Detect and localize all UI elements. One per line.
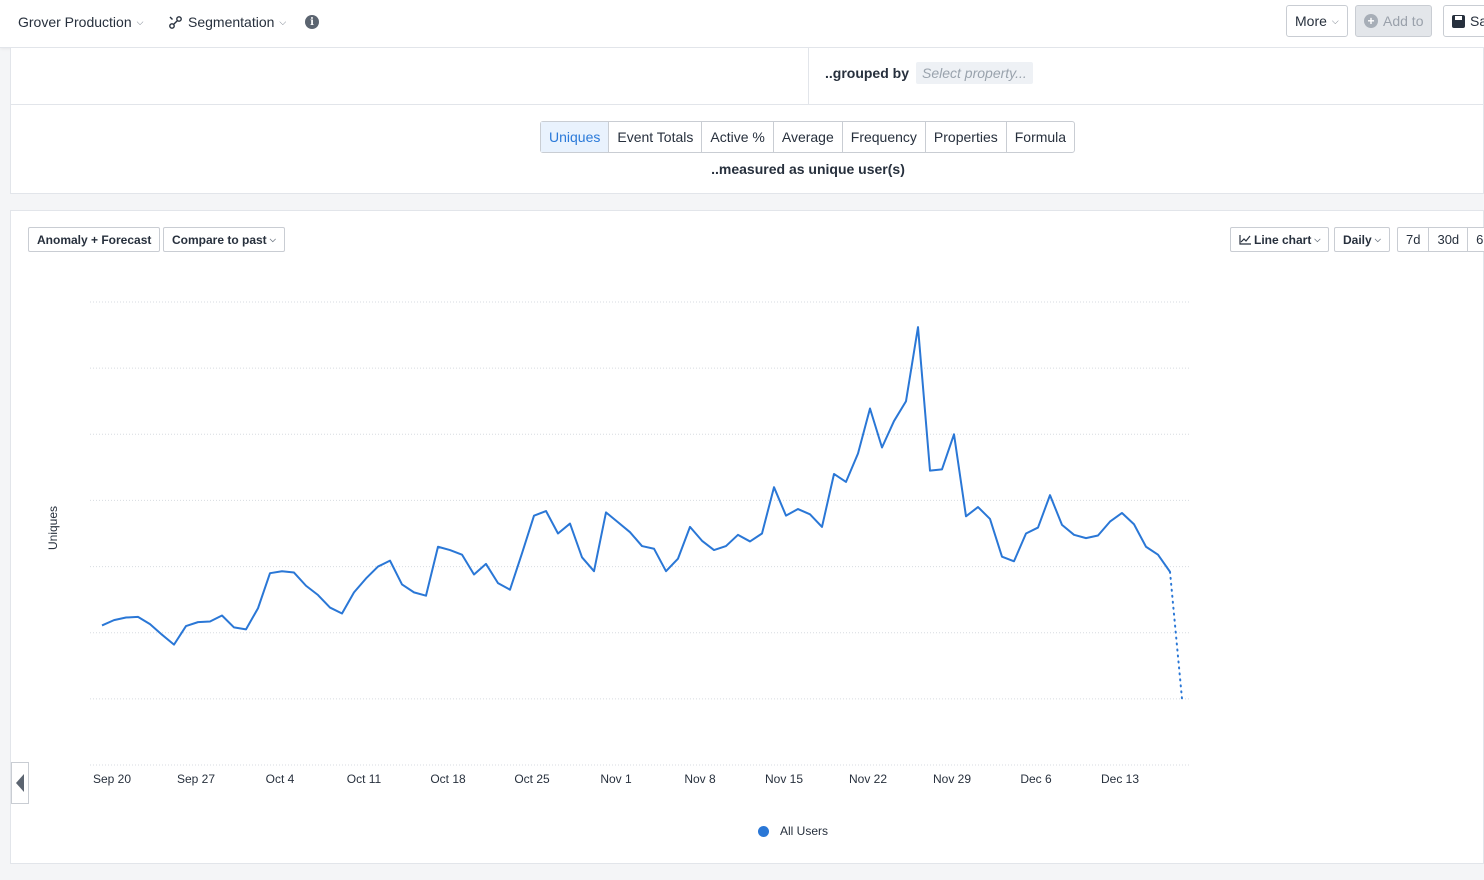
add-to-label: Add to <box>1383 13 1424 29</box>
x-tick-label: Dec 6 <box>1020 772 1052 786</box>
range-6[interactable]: 6 <box>1476 232 1484 247</box>
chart-type-label: Line chart <box>1254 232 1312 247</box>
x-tick-label: Nov 1 <box>600 772 632 786</box>
legend-series-dot <box>758 825 769 837</box>
compare-to-past-button[interactable]: Compare to past ⌵ <box>163 227 285 252</box>
save-label: Sa <box>1470 13 1484 29</box>
grouped-by-row: ..grouped by Select property... <box>825 62 1033 84</box>
measured-as-label: ..measured as unique user(s) <box>711 161 905 177</box>
more-button[interactable]: More ⌵ <box>1286 5 1348 37</box>
compare-label: Compare to past <box>172 232 267 247</box>
chart-type-dropdown[interactable]: Line chart ⌵ <box>1230 227 1330 252</box>
chart-legend[interactable]: All Users <box>758 824 828 838</box>
top-toolbar: Grover Production ⌵ Segmentation ⌵ i Mor… <box>0 0 1484 48</box>
chevron-down-icon: ⌵ <box>1331 15 1339 26</box>
anomaly-forecast-button[interactable]: Anomaly + Forecast <box>28 227 161 252</box>
range-selector: 7d 30d 6 <box>1397 227 1484 252</box>
query-panel: ..grouped by Select property... Uniques … <box>10 48 1484 194</box>
chevron-down-icon: ⌵ <box>1314 234 1321 244</box>
forecast-line-all-users <box>1169 570 1183 700</box>
x-tick-label: Nov 8 <box>684 772 716 786</box>
x-tick-label: Oct 25 <box>514 772 550 786</box>
segmentation-icon <box>169 15 182 29</box>
range-30d[interactable]: 30d <box>1429 228 1469 251</box>
series-line-all-users[interactable] <box>101 326 1171 646</box>
save-button[interactable]: Sa <box>1443 5 1484 37</box>
x-tick-label: Nov 15 <box>764 772 804 786</box>
tab-frequency[interactable]: Frequency <box>843 122 926 152</box>
range-7d[interactable]: 7d <box>1398 228 1430 251</box>
interval-dropdown[interactable]: Daily ⌵ <box>1334 227 1390 252</box>
interval-label: Daily <box>1343 232 1372 247</box>
chevron-down-icon: ⌵ <box>1374 234 1381 244</box>
more-label: More <box>1295 13 1327 29</box>
divider <box>11 104 1484 105</box>
tab-active-percent[interactable]: Active % <box>702 122 774 152</box>
x-tick-label: Nov 22 <box>848 772 888 786</box>
info-icon: i <box>305 15 319 29</box>
chevron-down-icon: ⌵ <box>136 16 144 27</box>
save-icon <box>1452 14 1465 28</box>
tab-uniques[interactable]: Uniques <box>541 122 610 152</box>
project-selector[interactable]: Grover Production ⌵ <box>18 12 143 32</box>
line-chart <box>90 301 1190 766</box>
x-tick-label: Sep 20 <box>92 772 132 786</box>
chart-type-selector[interactable]: Segmentation ⌵ <box>168 12 286 32</box>
tab-formula[interactable]: Formula <box>1014 129 1067 145</box>
plus-circle-icon: + <box>1364 14 1378 28</box>
select-property-input[interactable]: Select property... <box>916 62 1033 84</box>
project-name: Grover Production <box>18 14 132 30</box>
divider <box>808 48 809 104</box>
tab-properties[interactable]: Properties <box>926 122 1007 152</box>
add-to-button[interactable]: + Add to <box>1355 5 1433 37</box>
chart-type-name: Segmentation <box>188 14 275 30</box>
tab-event-totals[interactable]: Event Totals <box>609 122 703 152</box>
collapse-sidebar-button[interactable] <box>11 762 29 804</box>
x-tick-label: Dec 13 <box>1100 772 1140 786</box>
x-tick-label: Oct 18 <box>430 772 466 786</box>
legend-series-label: All Users <box>780 824 829 838</box>
anomaly-forecast-label: Anomaly + Forecast <box>37 232 152 247</box>
info-button[interactable]: i <box>305 12 319 32</box>
tab-average[interactable]: Average <box>774 122 843 152</box>
grouped-by-label: ..grouped by <box>825 65 909 81</box>
x-tick-label: Nov 29 <box>932 772 972 786</box>
chevron-down-icon: ⌵ <box>269 234 276 244</box>
line-chart-icon <box>1239 235 1251 245</box>
chart-panel: Anomaly + Forecast Compare to past ⌵ Lin… <box>10 210 1484 864</box>
x-tick-label: Oct 11 <box>346 772 382 786</box>
chevron-down-icon: ⌵ <box>279 16 287 27</box>
chevron-left-icon <box>16 774 24 792</box>
x-tick-label: Oct 4 <box>265 772 295 786</box>
measure-tabs: Uniques Event Totals Active % Average Fr… <box>540 121 1076 153</box>
x-tick-label: Sep 27 <box>176 772 216 786</box>
